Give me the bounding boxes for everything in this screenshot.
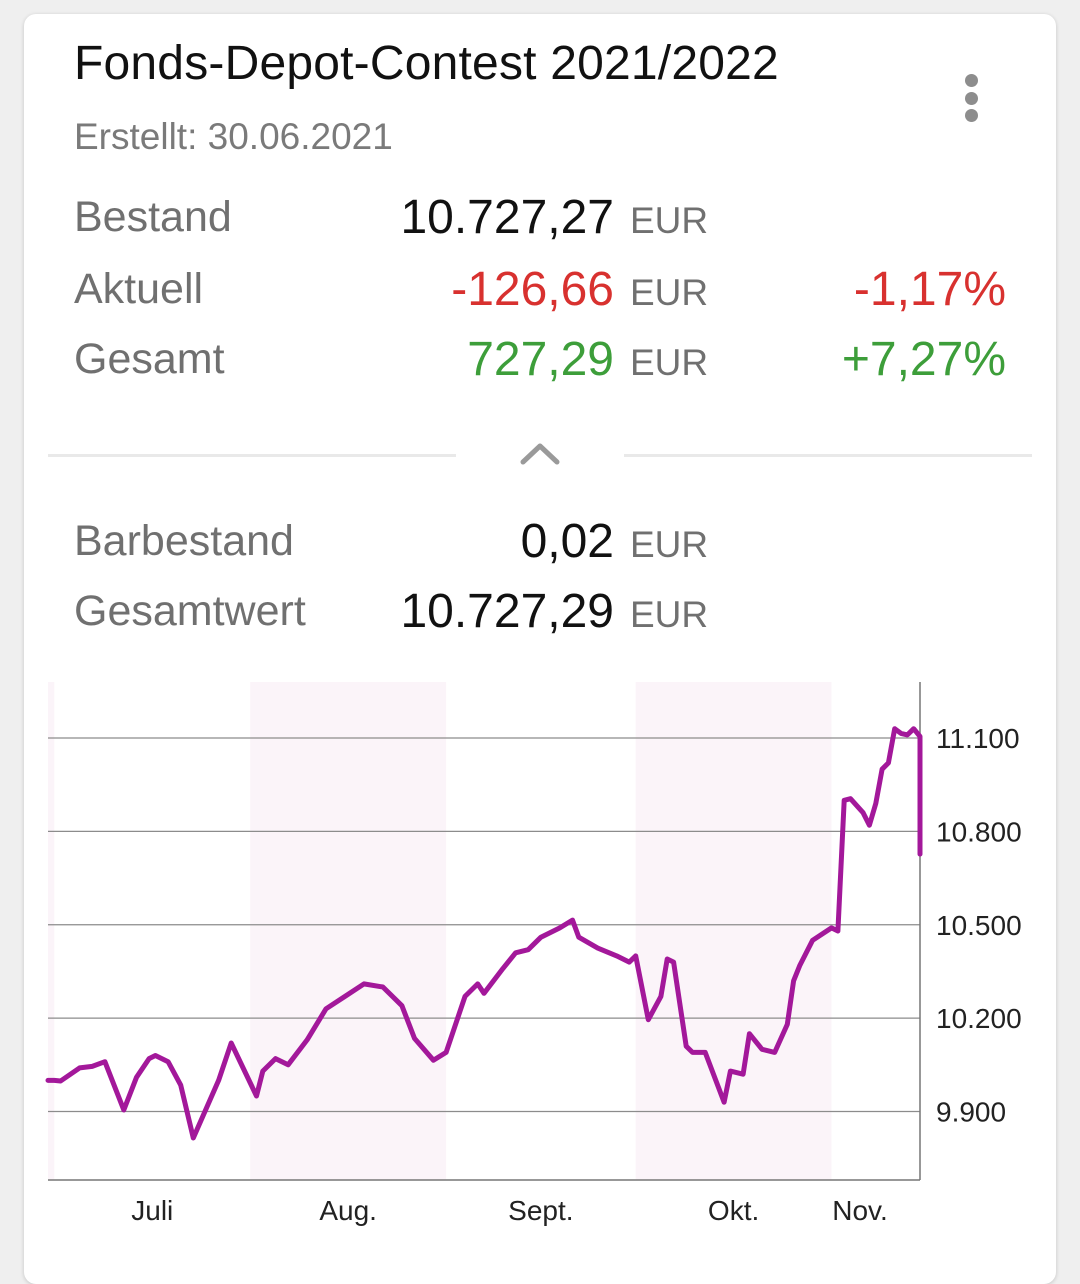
gesamt-percent: +7,27% [841, 333, 1006, 386]
y-tick-label: 10.200 [936, 1003, 1022, 1034]
gesamt-label: Gesamt [74, 335, 225, 383]
depot-title: Fonds-Depot-Contest 2021/2022 [74, 37, 779, 90]
x-tick-label: Juli [131, 1195, 173, 1226]
y-tick-label: 11.100 [936, 723, 1020, 754]
gesamtwert-value: 10.727,29 [400, 585, 614, 638]
x-tick-label: Okt. [708, 1195, 759, 1226]
more-vertical-icon[interactable] [946, 70, 996, 126]
month-band [48, 682, 55, 1180]
bestand-label: Bestand [74, 193, 232, 241]
row-bestand: Bestand 10.727,27 EUR [24, 190, 1056, 250]
y-tick-label: 10.800 [936, 816, 1022, 847]
divider-left [48, 454, 456, 457]
bestand-value: 10.727,27 [400, 191, 614, 244]
month-band [635, 682, 832, 1180]
row-gesamtwert: Gesamtwert 10.727,29 EUR [24, 584, 1056, 644]
aktuell-label: Aktuell [74, 265, 204, 313]
row-aktuell: Aktuell -126,66 EUR -1,17% [24, 262, 1056, 322]
divider-right [624, 454, 1032, 457]
y-tick-label: 10.500 [936, 910, 1022, 941]
menu-dot [964, 109, 978, 122]
row-barbestand: Barbestand 0,02 EUR [24, 514, 1056, 574]
depot-value-chart: 9.900 10.200 10.500 10.800 11.100 Juli Aug. Sep… [45, 682, 1022, 1226]
y-tick-label: 9.900 [936, 1097, 1006, 1128]
menu-dot [964, 74, 978, 87]
aktuell-percent: -1,17% [853, 263, 1006, 316]
gesamt-value: 727,29 [467, 333, 614, 386]
gesamt-unit: EUR [630, 342, 709, 383]
depot-card: Fonds-Depot-Contest 2021/2022 Erstellt: … [24, 14, 1056, 1284]
month-band [250, 682, 447, 1180]
x-tick-label: Sept. [508, 1195, 573, 1226]
chevron-up-icon[interactable] [518, 438, 562, 472]
aktuell-unit: EUR [630, 272, 709, 313]
gesamtwert-unit: EUR [630, 594, 709, 635]
created-date: Erstellt: 30.06.2021 [74, 116, 393, 157]
x-tick-label: Nov. [832, 1195, 888, 1226]
row-gesamt: Gesamt 727,29 EUR +7,27% [24, 332, 1056, 392]
gesamtwert-label: Gesamtwert [74, 587, 306, 635]
barbestand-label: Barbestand [74, 517, 294, 565]
menu-dot [964, 91, 978, 105]
series-line [45, 726, 923, 1141]
barbestand-value: 0,02 [520, 515, 614, 568]
bestand-unit: EUR [630, 200, 709, 241]
barbestand-unit: EUR [630, 524, 709, 565]
aktuell-value: -126,66 [451, 263, 614, 316]
x-tick-label: Aug. [319, 1195, 377, 1226]
